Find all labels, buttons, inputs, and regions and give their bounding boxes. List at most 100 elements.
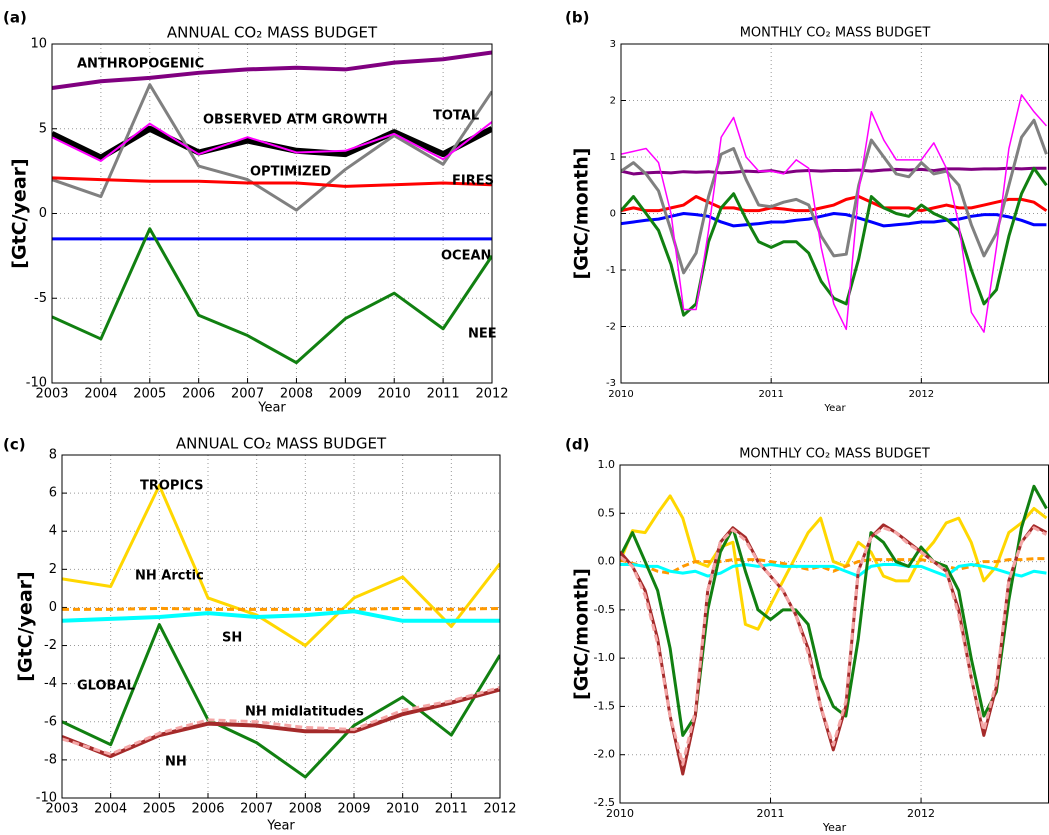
x-tick-label: 2010 (386, 802, 419, 817)
panel: (b) MONTHLY CO₂ MASS BUDGET [GtC/month] Yea… (565, 9, 1049, 414)
x-tick-label: 2005 (133, 387, 166, 402)
x-tick-label: 2007 (231, 387, 264, 402)
y-tick-label: -1 (606, 265, 616, 276)
x-tick-label: 2009 (329, 387, 362, 402)
panel: (a) ANNUAL CO₂ MASS BUDGET [GtC/year] Year -… (3, 9, 509, 416)
y-tick-label: -4 (44, 676, 57, 691)
series-line (621, 166, 1047, 176)
y-axis-label: [GtC/year] (15, 571, 37, 681)
x-tick-label: 2011 (758, 389, 783, 400)
series-line (62, 483, 500, 648)
chart-title: MONTHLY CO₂ MASS BUDGET (740, 26, 931, 41)
series-label: TROPICS (140, 479, 203, 494)
x-tick-label: 2007 (240, 802, 273, 817)
x-tick-label: 2012 (909, 389, 934, 400)
series-label: OPTIMIZED (250, 165, 331, 180)
y-tick-label: -6 (44, 714, 57, 729)
x-tick-label: 2004 (94, 802, 127, 817)
y-tick-label: -10 (36, 791, 57, 806)
series-label: OBSERVED ATM GROWTH (203, 113, 388, 128)
y-tick-label: 1.0 (598, 458, 616, 471)
series-line (621, 195, 1048, 213)
series-label: TOTAL (433, 109, 479, 124)
x-tick-label: 2010 (606, 807, 634, 820)
x-tick-label: 2010 (378, 387, 411, 402)
x-tick-label: 2011 (427, 387, 460, 402)
x-tick-label: 2011 (757, 807, 785, 820)
series-line (621, 212, 1047, 228)
chart-title: ANNUAL CO₂ MASS BUDGET (176, 435, 387, 453)
y-axis-label: [GtC/year] (9, 158, 31, 268)
y-tick-label: 0.5 (598, 506, 616, 519)
series-line (620, 523, 1048, 776)
y-tick-label: 1 (610, 152, 616, 163)
x-tick-label: 2003 (35, 387, 68, 402)
series-line (621, 94, 1048, 333)
series-line (621, 166, 1048, 317)
x-axis-label: Year (823, 403, 846, 414)
x-tick-label: 2003 (45, 802, 78, 817)
x-tick-label: 2005 (143, 802, 176, 817)
y-tick-label: -5 (34, 291, 47, 306)
series-label: GLOBAL (77, 679, 135, 694)
series-label: NEE (468, 327, 497, 342)
x-tick-label: 2011 (435, 802, 468, 817)
series-line (62, 687, 500, 759)
y-tick-label: 3 (610, 39, 616, 50)
series-line (621, 118, 1048, 275)
x-tick-label: 2006 (182, 387, 215, 402)
y-tick-label: -1.5 (594, 699, 615, 712)
y-tick-label: 4 (49, 524, 57, 539)
y-tick-label: -0.5 (594, 603, 615, 616)
series-line (52, 50, 492, 91)
y-axis-label: [GtC/month] (571, 148, 593, 280)
x-axis-label: Year (266, 819, 295, 834)
x-tick-label: 2009 (337, 802, 370, 817)
y-tick-label: -2.5 (594, 796, 615, 809)
y-tick-label: 8 (49, 448, 57, 463)
y-tick-label: 0 (610, 209, 616, 220)
x-tick-label: 2008 (289, 802, 322, 817)
series-line (62, 623, 500, 779)
series-label: OCEAN (441, 249, 491, 264)
x-tick-label: 2008 (280, 387, 313, 402)
plot-frame (51, 43, 493, 384)
series-line (620, 484, 1048, 737)
y-tick-label: 6 (49, 486, 57, 501)
series-label: SH (222, 631, 242, 646)
x-axis-label: Year (257, 401, 286, 416)
series-line (620, 526, 1048, 766)
y-tick-label: -3 (606, 378, 616, 389)
y-tick-label: -2.0 (594, 748, 615, 761)
y-axis-label: [GtC/month] (571, 568, 593, 700)
panel-label: (a) (3, 9, 27, 27)
series-line (52, 227, 492, 365)
y-tick-label: 10 (30, 37, 47, 52)
series-label: NH (165, 755, 187, 770)
y-tick-label: 0.0 (598, 555, 616, 568)
y-tick-label: 0 (49, 600, 57, 615)
x-tick-label: 2012 (475, 387, 508, 402)
x-axis-label: Year (822, 821, 847, 834)
series-line (62, 609, 500, 623)
panel: (c) ANNUAL CO₂ MASS BUDGET [GtC/year] Year -… (3, 435, 517, 834)
x-tick-label: 2012 (483, 802, 516, 817)
plot-frame (61, 454, 501, 799)
x-tick-label: 2010 (608, 389, 633, 400)
series-line (620, 494, 1048, 631)
y-tick-label: -2 (44, 638, 57, 653)
series-label: ANTHROPOGENIC (77, 57, 204, 72)
y-tick-label: 0 (39, 206, 47, 221)
y-tick-label: 2 (610, 96, 616, 107)
x-tick-label: 2006 (191, 802, 224, 817)
y-tick-label: -1.0 (594, 651, 615, 664)
panel: (d) MONTHLY CO₂ MASS BUDGET [GtC/month] Yea… (565, 436, 1049, 834)
series-line (62, 606, 500, 611)
series-label: NH Arctic (135, 569, 204, 584)
chart-title: MONTHLY CO₂ MASS BUDGET (739, 447, 930, 462)
series-line (52, 83, 492, 212)
y-tick-label: -2 (606, 322, 616, 333)
series-label: FIRES (452, 174, 494, 189)
y-tick-label: -10 (26, 376, 47, 391)
